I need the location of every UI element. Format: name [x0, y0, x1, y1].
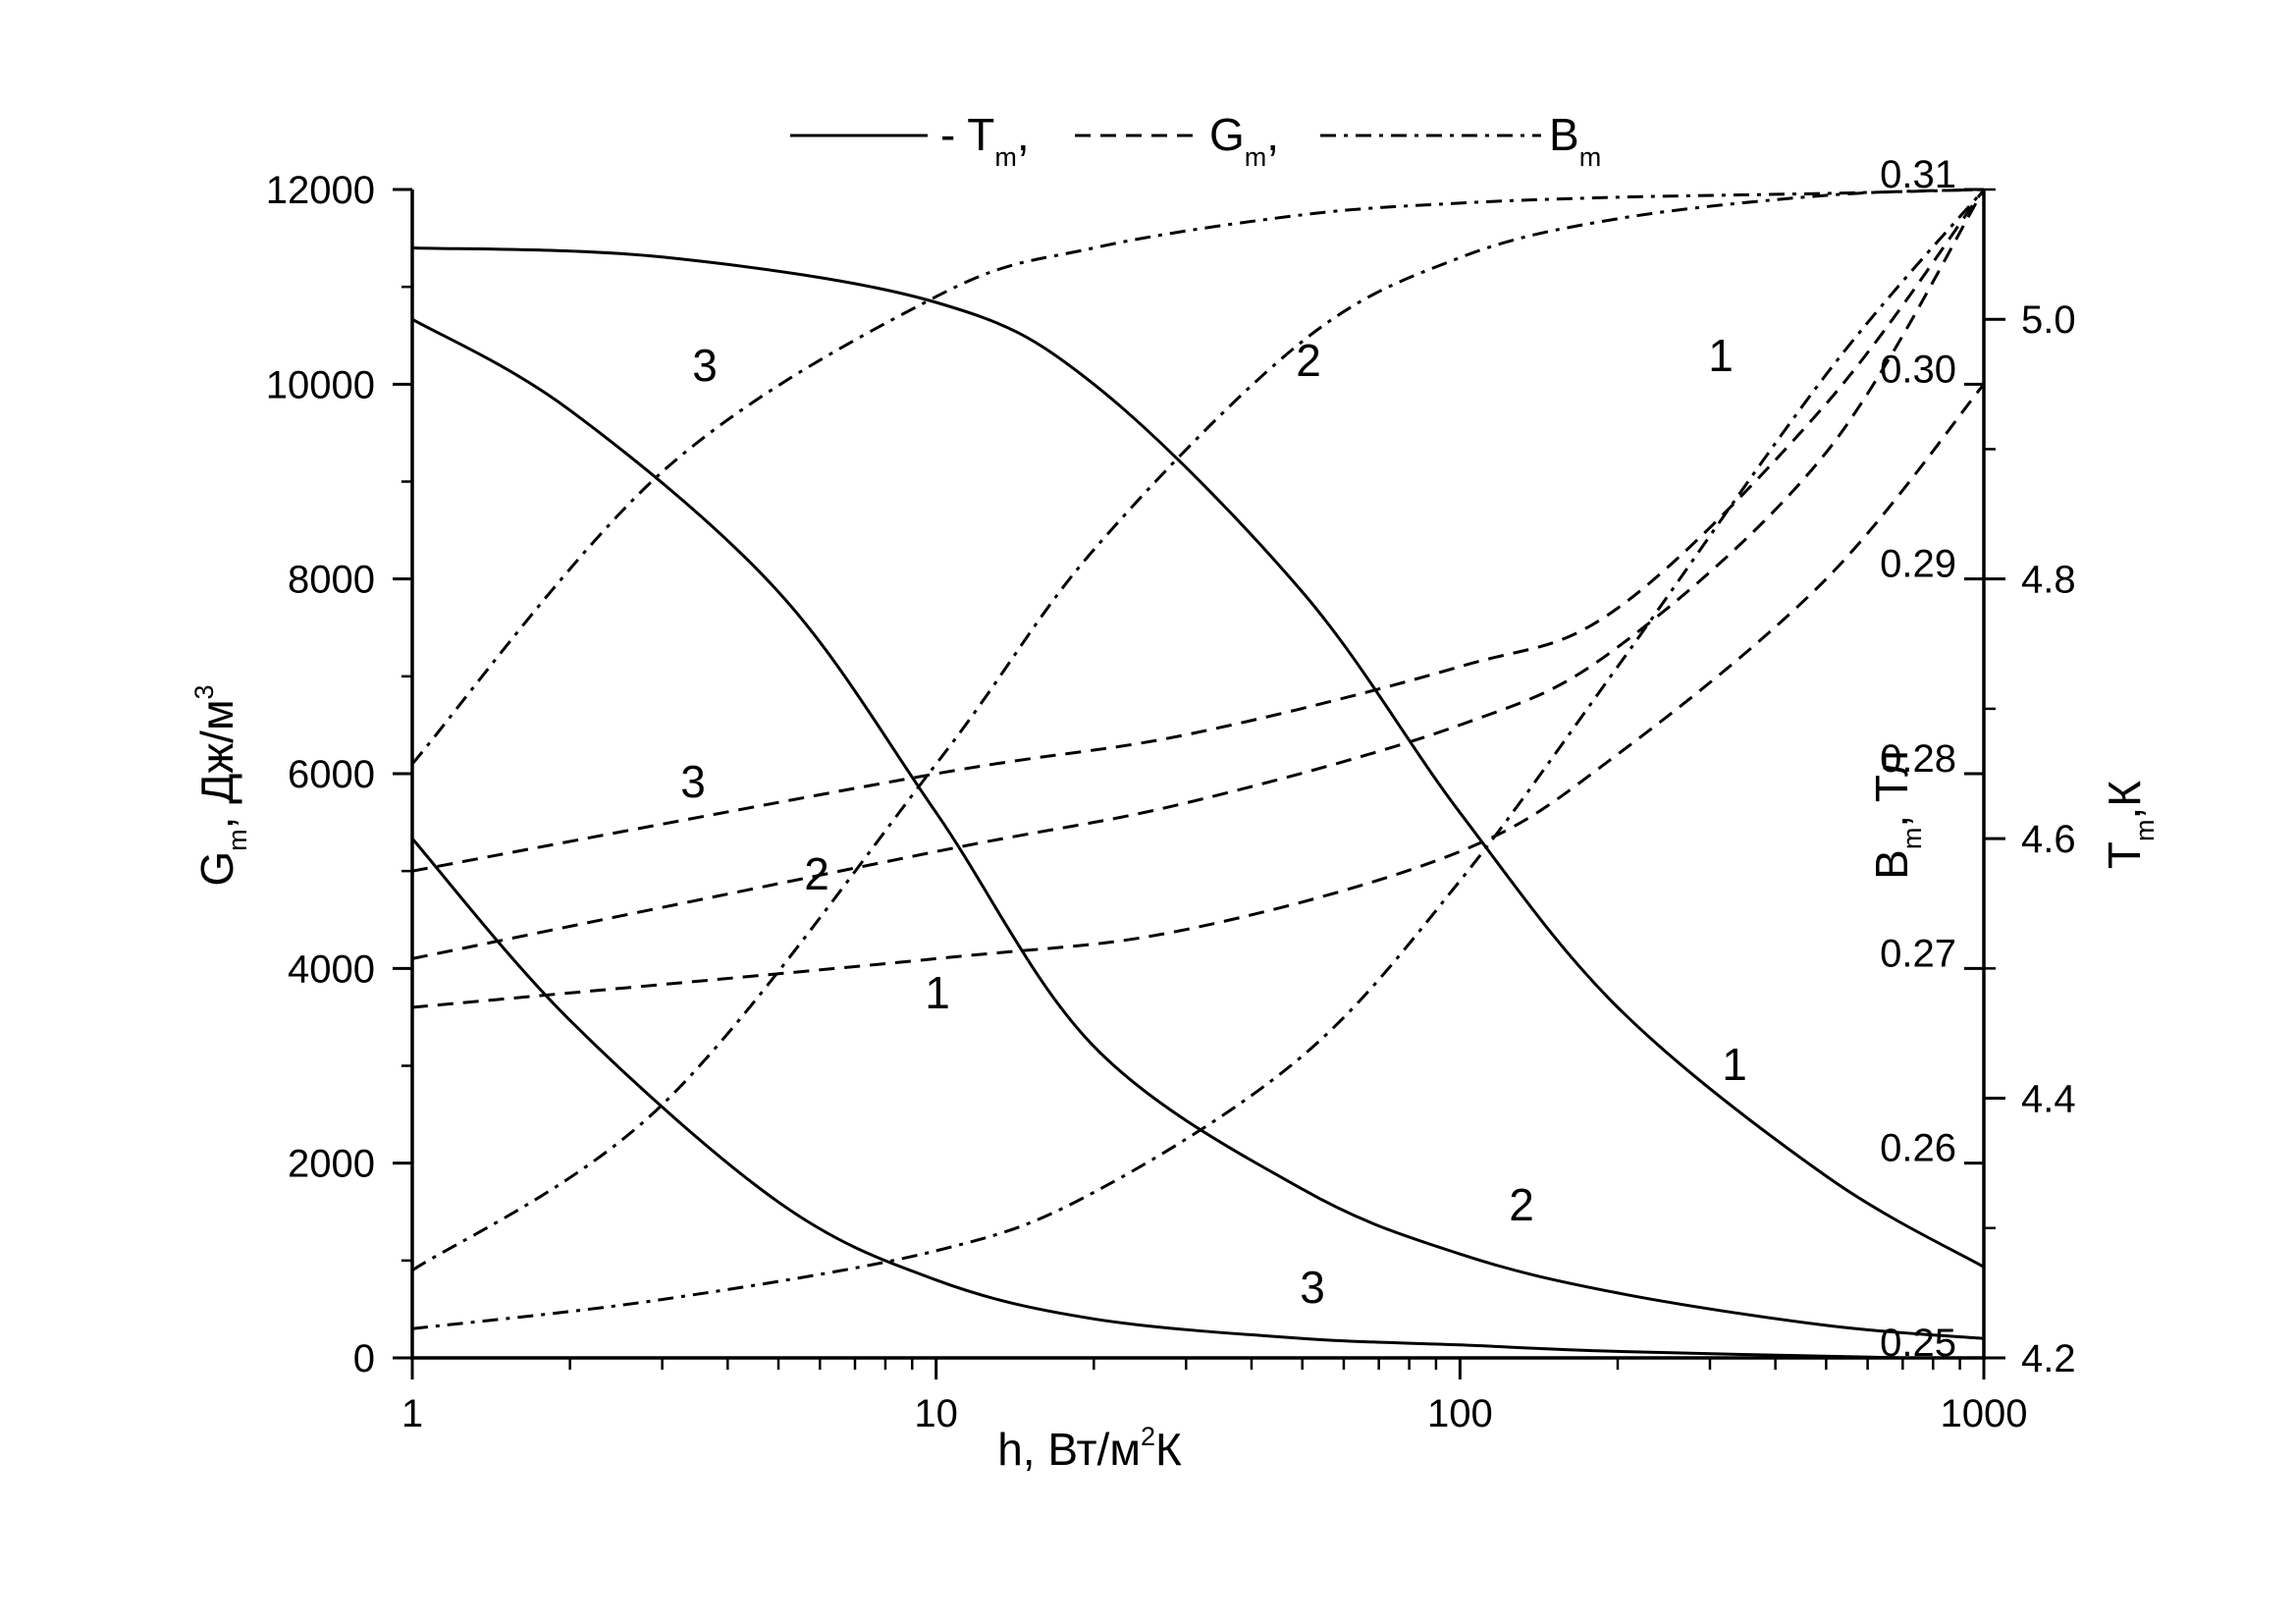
right-axis-b-title: Bm, Тл	[1866, 750, 1927, 880]
left-axis-title: Gm, Дж/м3	[189, 684, 252, 886]
curve-label-gm-2: 2	[804, 848, 829, 899]
legend-item-bm: Bm	[1549, 109, 1601, 172]
x-tick-label: 10	[914, 1392, 958, 1435]
right-t-tick-label: 4.6	[2021, 818, 2076, 861]
curve-label-tm-1: 1	[1722, 1039, 1747, 1090]
curve-label-bm-3: 3	[692, 340, 718, 391]
axis-tick-labels: 1 10 100 10000200040006000800010000120000.2…	[266, 153, 2076, 1435]
chart-curves	[410, 188, 1986, 1360]
x-axis-title: h, Вт/м2К	[997, 1422, 1182, 1475]
left-tick-label: 12000	[266, 169, 375, 212]
curve-bm-1	[411, 189, 1986, 1330]
right-axis-t-title: Tm,К	[2099, 781, 2160, 869]
legend-item-gm: Gm,	[1209, 109, 1279, 172]
curve-labels: 3 2 1 3 2 1 1 2 3	[680, 330, 1747, 1313]
left-tick-label: 0	[353, 1337, 375, 1380]
x-tick-label: 1000	[1941, 1392, 2028, 1435]
right-t-tick-label: 4.8	[2021, 559, 2076, 602]
legend: - Tm, Gm, Bm	[790, 109, 1601, 172]
right-t-tick-label: 4.4	[2021, 1078, 2076, 1121]
legend-item-tm: - Tm,	[940, 109, 1030, 172]
curve-label-gm-1: 1	[925, 967, 950, 1018]
curve-label-gm-3: 3	[680, 756, 706, 807]
left-tick-label: 6000	[288, 753, 375, 796]
curve-label-tm-3: 3	[1300, 1262, 1325, 1313]
curve-gm-1	[411, 383, 1986, 1009]
left-tick-label: 4000	[288, 947, 375, 991]
right-b-tick-label: 0.25	[1880, 1322, 1956, 1365]
curve-gm-2	[411, 189, 1986, 960]
left-tick-label: 8000	[288, 559, 375, 602]
axis-ticks	[393, 188, 2005, 1379]
right-b-tick-label: 0.30	[1880, 348, 1956, 391]
left-tick-label: 2000	[288, 1143, 375, 1186]
curve-tm-1	[411, 246, 1985, 1269]
curve-tm-2	[411, 317, 1985, 1340]
right-b-tick-label: 0.29	[1880, 543, 1956, 586]
chart-axes	[410, 189, 1986, 1360]
right-b-tick-label: 0.27	[1880, 932, 1956, 975]
curve-bm-2	[411, 188, 1985, 1272]
right-b-tick-label: 0.26	[1880, 1127, 1956, 1170]
right-t-tick-label: 4.2	[2021, 1337, 2076, 1380]
right-b-tick-label: 0.28	[1880, 737, 1956, 781]
curve-tm-3	[410, 838, 1903, 1360]
curve-label-tm-2: 2	[1509, 1179, 1534, 1230]
x-tick-label: 100	[1427, 1392, 1493, 1435]
left-tick-label: 10000	[266, 363, 375, 406]
curve-gm-3	[411, 189, 1986, 873]
right-b-tick-label: 0.31	[1880, 153, 1956, 196]
right-t-tick-label: 5.0	[2021, 298, 2076, 342]
curve-bm-3	[410, 188, 1985, 766]
x-tick-label: 1	[401, 1392, 423, 1435]
curve-label-bm-1: 1	[1708, 330, 1734, 381]
curve-label-bm-2: 2	[1296, 335, 1321, 386]
